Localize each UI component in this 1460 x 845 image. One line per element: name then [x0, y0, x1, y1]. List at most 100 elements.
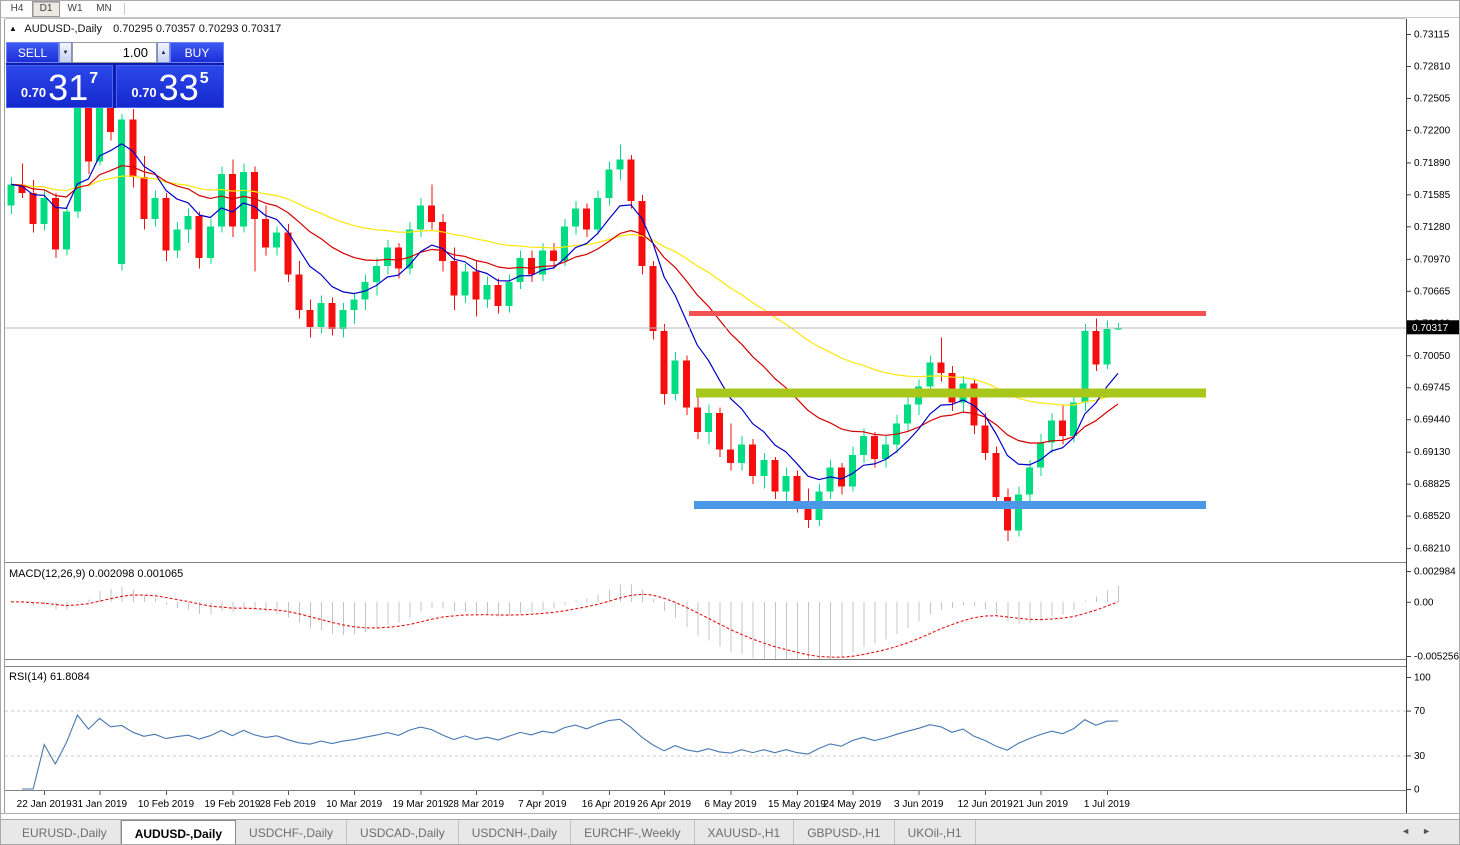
timeframe-button-mn[interactable]: MN	[96, 3, 112, 14]
svg-text:0.73115: 0.73115	[1414, 29, 1450, 40]
bull-candle	[461, 271, 469, 296]
bull-candle	[1037, 442, 1045, 468]
chart-canvas[interactable]: 0.73115 0.72810 0.72505 0.72200 0.71890 0.715…	[1, 1, 1460, 819]
bear-candle	[18, 184, 26, 193]
buy-price-pip-digit: 5	[199, 70, 209, 87]
bull-candle	[73, 98, 81, 212]
svg-text:26 Apr 2019: 26 Apr 2019	[637, 799, 691, 810]
symbol-tab-bar: EURUSD-,Daily AUDUSD-,Daily USDCHF-,Dail…	[1, 819, 1459, 844]
tab-usdchf-daily[interactable]: USDCHF-,Daily	[236, 820, 348, 844]
volume-increase-button[interactable]: ▲	[157, 42, 170, 63]
bear-candle	[1059, 420, 1067, 436]
tab-xauusd-h1[interactable]: XAUUSD-,H1	[695, 820, 795, 844]
bull-candle	[704, 412, 712, 432]
macd-indicator-label: MACD(12,26,9) 0.002098 0.001065	[9, 568, 184, 580]
bull-candle	[1103, 329, 1111, 365]
sell-button[interactable]: SELL	[6, 42, 59, 63]
tab-ukoil-h1[interactable]: UKOil-,H1	[895, 820, 976, 844]
tab-usdcnh-daily[interactable]: USDCNH-,Daily	[459, 820, 572, 844]
buy-button[interactable]: BUY	[170, 42, 224, 63]
svg-text:3 Jun 2019: 3 Jun 2019	[894, 799, 944, 810]
svg-text:10 Mar 2019: 10 Mar 2019	[326, 799, 383, 810]
svg-text:16 Apr 2019: 16 Apr 2019	[582, 799, 636, 810]
bull-candle	[383, 247, 391, 267]
support-line-olive[interactable]	[696, 388, 1206, 398]
bull-candle	[1114, 327, 1122, 330]
bear-candle	[428, 205, 436, 223]
date-axis[interactable]: 22 Jan 2019 31 Jan 2019 10 Feb 2019 19 Feb …	[17, 791, 1131, 810]
bull-candle	[40, 198, 48, 225]
svg-text:31 Jan 2019: 31 Jan 2019	[72, 799, 127, 810]
one-click-panel-toggle-icon[interactable]: ▲	[9, 24, 17, 33]
tab-scroll-right-icon[interactable]: ►	[1422, 826, 1431, 836]
timeframe-button-d1[interactable]: D1	[32, 1, 60, 17]
bear-candle	[549, 250, 557, 261]
timeframe-toolbar: H4 D1 W1 MN	[1, 1, 1459, 18]
bull-candle	[206, 226, 214, 258]
tab-scroll-left-icon[interactable]: ◄	[1401, 826, 1411, 836]
svg-text:15 May 2019: 15 May 2019	[768, 799, 826, 810]
bull-candle	[1081, 331, 1089, 403]
chart-symbol-label: AUDUSD-,Daily	[24, 23, 102, 35]
bear-candle	[140, 177, 148, 219]
bull-candle	[184, 215, 192, 230]
bear-candle	[29, 192, 37, 225]
svg-text:0.69745: 0.69745	[1414, 383, 1451, 394]
svg-text:24 May 2019: 24 May 2019	[823, 799, 881, 810]
buy-price-display[interactable]: 0.70 33 5	[116, 65, 224, 108]
bear-candle	[992, 452, 1000, 497]
svg-text:19 Feb 2019: 19 Feb 2019	[204, 799, 261, 810]
sell-price-pip-digit: 7	[89, 70, 99, 87]
bear-candle	[195, 215, 203, 258]
bull-candle	[572, 208, 580, 227]
bear-candle	[837, 467, 845, 487]
sell-price-display[interactable]: 0.70 31 7	[6, 65, 113, 108]
bull-candle	[1025, 467, 1033, 495]
svg-text:0.00: 0.00	[1414, 597, 1434, 608]
tab-gbpusd-h1[interactable]: GBPUSD-,H1	[794, 820, 895, 844]
macd-axis[interactable]: 0.002984 0.00 -0.005256	[1406, 567, 1459, 663]
volume-input[interactable]	[72, 42, 157, 63]
price-axis[interactable]: 0.73115 0.72810 0.72505 0.72200 0.71890 0.715…	[1406, 19, 1451, 813]
bear-candle	[693, 407, 701, 432]
svg-text:0.72810: 0.72810	[1414, 61, 1451, 72]
svg-text:1 Jul 2019: 1 Jul 2019	[1084, 799, 1131, 810]
bull-candle	[882, 444, 890, 460]
tab-audusd-daily[interactable]: AUDUSD-,Daily	[120, 820, 237, 844]
svg-text:22 Jan 2019: 22 Jan 2019	[17, 799, 72, 810]
bull-candle	[118, 119, 126, 265]
bear-candle	[284, 232, 292, 275]
resistance-line-red[interactable]	[689, 310, 1206, 316]
bull-candle	[671, 360, 679, 395]
bull-candle	[1048, 420, 1056, 443]
svg-text:0.71280: 0.71280	[1414, 222, 1451, 233]
bear-candle	[682, 360, 690, 408]
bear-candle	[804, 505, 812, 520]
svg-text:-0.005256: -0.005256	[1414, 652, 1459, 663]
tab-usdcad-daily[interactable]: USDCAD-,Daily	[347, 820, 459, 844]
rsi-axis[interactable]: 100 70 30 0	[1406, 673, 1431, 796]
tab-eurusd-daily[interactable]: EURUSD-,Daily	[9, 820, 121, 844]
svg-text:0.70050: 0.70050	[1414, 351, 1451, 362]
ma-yellow-line	[10, 175, 1119, 406]
bear-candle	[162, 198, 170, 251]
timeframe-button-w1[interactable]: W1	[67, 3, 83, 14]
bull-candle	[7, 184, 15, 206]
tab-scroll-buttons: ◄ ►	[1401, 826, 1431, 836]
bear-candle	[749, 444, 757, 476]
bear-candle	[583, 208, 591, 230]
volume-decrease-button[interactable]: ▼	[59, 42, 72, 63]
bull-candle	[616, 159, 624, 170]
bull-candle	[1070, 402, 1078, 436]
support-line-blue[interactable]	[694, 501, 1206, 510]
svg-text:70: 70	[1414, 706, 1426, 717]
bull-candle	[372, 266, 380, 282]
volume-up-icon: ▲	[160, 49, 167, 56]
svg-text:0: 0	[1414, 785, 1420, 796]
timeframe-button-h4[interactable]: H4	[10, 3, 24, 14]
bull-candle	[1014, 494, 1022, 531]
bull-candle	[926, 362, 934, 387]
bear-candle	[472, 271, 480, 300]
tab-eurchf-weekly[interactable]: EURCHF-,Weekly	[571, 820, 695, 844]
